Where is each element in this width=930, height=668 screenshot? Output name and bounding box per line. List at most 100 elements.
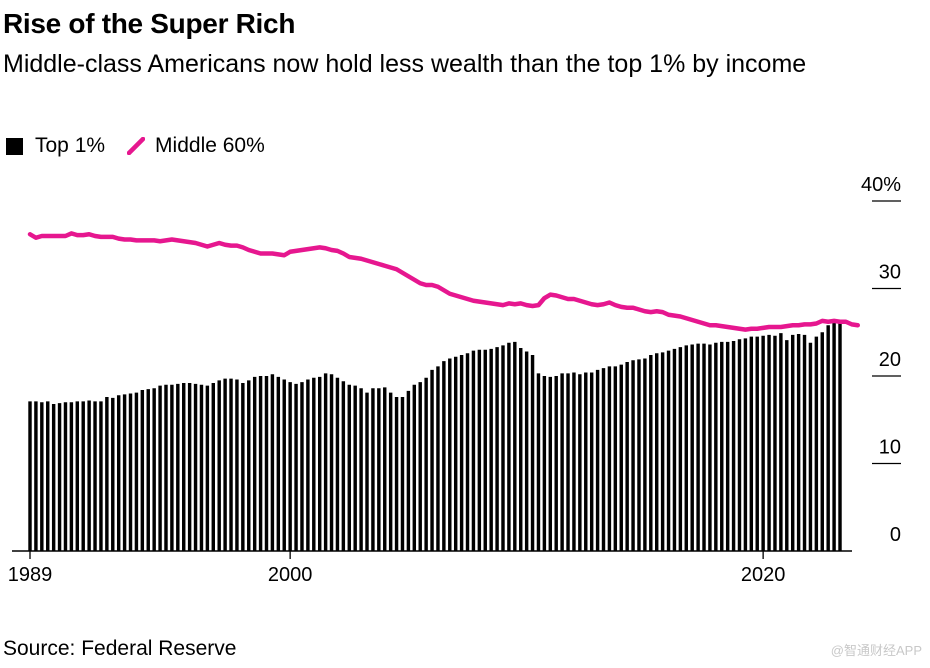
top-1-bar — [57, 403, 62, 552]
top-1-bar — [672, 348, 677, 552]
top-1-bar — [690, 344, 694, 551]
top-1-bar — [176, 383, 180, 552]
top-1-bar — [353, 385, 357, 552]
top-1-bar — [187, 383, 192, 551]
top-1-bar — [501, 345, 505, 552]
y-tick-label: 0 — [890, 524, 901, 546]
top-1-bar — [566, 373, 570, 551]
top-1-bar — [164, 384, 168, 551]
top-1-bar — [418, 382, 422, 552]
top-1-bar — [371, 388, 375, 551]
top-1-bar — [613, 366, 618, 551]
top-1-bar — [755, 336, 759, 551]
top-1-bar — [696, 343, 700, 552]
y-axis: 0 10 20 30 40% — [861, 174, 901, 546]
top-1-bar — [548, 376, 553, 551]
top-1-bar — [424, 377, 428, 551]
top-1-bar — [601, 368, 606, 552]
top-1-bar — [388, 392, 393, 552]
top-1-bar — [761, 335, 765, 551]
top-1-bar — [589, 372, 594, 551]
top-1-bar — [483, 349, 487, 551]
top-1-bar — [294, 383, 298, 552]
top-1-bar — [99, 401, 103, 551]
top-1-bar — [796, 334, 801, 551]
top-1-bar — [347, 384, 351, 551]
top-1-bar — [323, 373, 328, 551]
top-1-bar — [335, 377, 340, 551]
top-1-bar — [229, 378, 233, 552]
top-1-bar — [714, 342, 718, 551]
top-1-bar — [75, 401, 80, 551]
top-1-bar — [81, 401, 85, 551]
x-tick-label: 1989 — [8, 564, 53, 586]
top-1-bar — [341, 381, 346, 551]
top-1-bar — [442, 361, 446, 552]
top-1-bar — [725, 341, 730, 551]
top-1-bar — [128, 393, 133, 551]
top-1-bar — [790, 334, 795, 551]
top-1-bar — [282, 379, 286, 551]
top-1-bar — [252, 376, 257, 551]
top-1-bar — [513, 341, 517, 551]
top-1-bar — [365, 392, 369, 552]
top-1-bar — [631, 360, 635, 551]
legend-label-top-1: Top 1% — [35, 134, 106, 157]
top-1-bar — [300, 382, 304, 552]
top-1-bar — [430, 369, 434, 552]
top-1-bar — [288, 382, 292, 552]
top-1-bar — [134, 392, 139, 552]
top-1-bar — [258, 376, 263, 551]
top-1-bar — [276, 376, 281, 551]
top-1-bar — [607, 366, 612, 551]
y-tick-label: 40% — [861, 174, 901, 196]
top-1-bar — [595, 369, 600, 552]
watermark: @智通财经APP — [830, 643, 922, 658]
top-1-bar — [536, 373, 541, 551]
top-1-bar — [519, 348, 523, 551]
top-1-bar — [448, 358, 452, 551]
top-1-bar — [51, 404, 56, 551]
y-tick-label: 30 — [879, 262, 901, 284]
top-1-bar — [105, 397, 109, 551]
middle-60-line — [27, 231, 860, 332]
top-1-bar — [737, 339, 742, 551]
top-1-bar — [122, 394, 127, 551]
top-1-bar — [270, 374, 275, 551]
legend-label-middle-60: Middle 60% — [155, 134, 265, 157]
top-1-bar — [572, 372, 576, 551]
top-1-bar — [655, 353, 659, 551]
top-1-bar — [785, 340, 789, 552]
top-1-bar — [158, 385, 162, 552]
top-1-bars — [28, 320, 842, 552]
chart-subtitle: Middle-class Americans now hold less wea… — [3, 50, 807, 78]
top-1-bar — [743, 338, 748, 552]
top-1-bar — [542, 376, 547, 551]
top-1-bar — [560, 373, 564, 551]
source-note: Source: Federal Reserve — [3, 637, 237, 660]
top-1-bar — [199, 384, 204, 551]
top-1-bar — [436, 366, 440, 551]
top-1-bar — [471, 350, 476, 552]
top-1-bar — [477, 349, 482, 551]
top-1-bar — [578, 374, 582, 551]
top-1-bar — [87, 400, 91, 551]
top-1-bar — [826, 325, 830, 551]
top-1-bar — [554, 376, 558, 551]
middle-60-line-layer — [27, 231, 860, 332]
top-1-bar — [34, 401, 38, 551]
top-1-bar — [406, 390, 411, 552]
top-1-bar — [193, 383, 198, 552]
top-1-bar — [211, 383, 215, 551]
top-1-bar — [93, 401, 97, 551]
top-1-bar — [170, 384, 174, 551]
square-swatch-icon — [6, 137, 23, 155]
top-1-bar — [720, 341, 724, 551]
top-1-bar — [235, 379, 239, 551]
chart-legend: Top 1% Middle 60% — [6, 132, 287, 160]
top-1-bar — [63, 402, 68, 551]
top-1-bar — [40, 402, 44, 551]
top-1-bar — [802, 334, 807, 551]
top-1-bar — [329, 374, 334, 551]
top-1-bar — [773, 335, 777, 551]
